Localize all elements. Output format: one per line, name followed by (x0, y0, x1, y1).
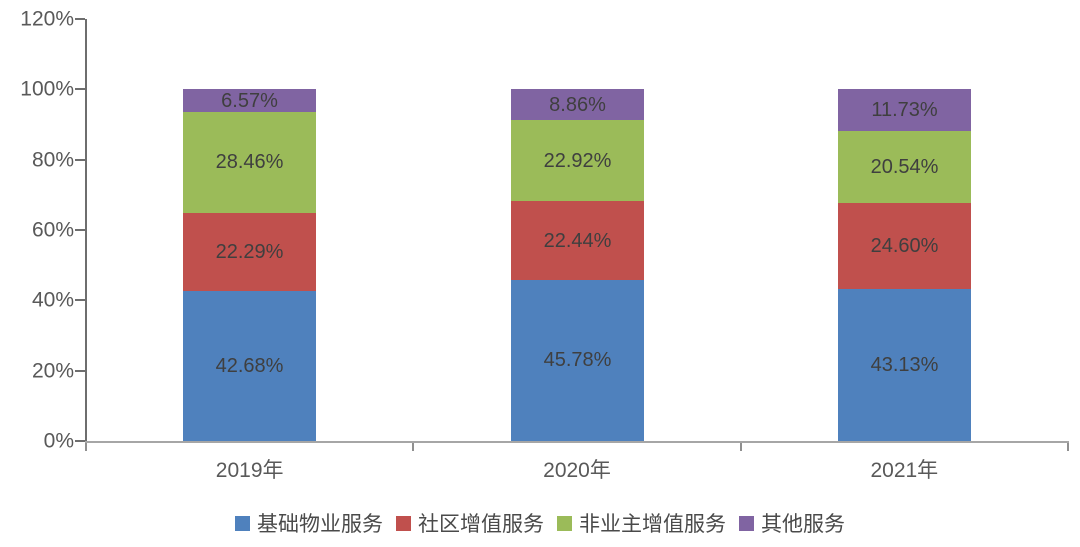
segment-其他服务[interactable]: 6.57% (183, 89, 316, 113)
legend-label: 其他服务 (761, 513, 845, 536)
segment-非业主增值服务[interactable]: 22.92% (511, 120, 644, 202)
segment-value-label: 42.68% (215, 354, 284, 377)
segment-其他服务[interactable]: 11.73% (838, 89, 971, 131)
legend-swatch-icon (235, 515, 250, 531)
segment-基础物业服务[interactable]: 43.13% (838, 289, 971, 441)
segment-value-label: 8.86% (549, 93, 606, 116)
segment-value-label: 22.92% (543, 149, 612, 172)
segment-value-label: 22.44% (543, 229, 612, 252)
y-axis-tick (75, 229, 85, 231)
segment-基础物业服务[interactable]: 45.78% (511, 280, 644, 441)
x-axis-tick (412, 443, 415, 451)
legend-swatch-icon (739, 515, 754, 531)
segment-value-label: 6.57% (221, 89, 278, 112)
y-axis-tick (75, 369, 85, 372)
segment-value-label: 45.78% (543, 349, 612, 372)
y-axis-tick (75, 88, 85, 91)
x-axis-tick (85, 443, 87, 451)
y-axis-tick-label: 20% (31, 359, 74, 383)
y-axis-line (85, 19, 87, 443)
legend-swatch-icon (557, 515, 572, 531)
y-axis-tick (75, 440, 85, 442)
legend-label: 社区增值服务 (418, 513, 544, 536)
y-axis-tick-label: 0% (43, 429, 74, 453)
y-axis-tick-label: 120% (20, 7, 74, 31)
legend-label: 基础物业服务 (257, 513, 383, 536)
segment-社区增值服务[interactable]: 22.29% (183, 212, 316, 291)
segment-value-label: 43.13% (870, 354, 939, 377)
segment-基础物业服务[interactable]: 42.68% (183, 290, 316, 441)
legend-item-社区增值服务[interactable]: 社区增值服务 (396, 508, 544, 538)
x-axis-tick (739, 443, 742, 451)
y-axis-tick (75, 299, 85, 302)
y-axis-tick (75, 18, 85, 20)
y-axis-tick-label: 80% (31, 148, 74, 172)
x-axis-tick (1067, 443, 1069, 451)
legend-swatch-icon (396, 515, 411, 531)
legend-label: 非业主增值服务 (579, 513, 726, 536)
segment-value-label: 20.54% (870, 155, 939, 178)
x-axis-category-label: 2020年 (543, 459, 611, 482)
segment-value-label: 24.60% (870, 235, 939, 258)
y-axis-tick (75, 158, 85, 161)
legend-item-其他服务[interactable]: 其他服务 (739, 508, 845, 538)
legend-item-非业主增值服务[interactable]: 非业主增值服务 (557, 508, 726, 538)
y-axis-tick-label: 100% (20, 77, 74, 101)
bar-2020年[interactable]: 45.78% 22.44% 22.92% 8.86% (511, 89, 644, 441)
segment-非业主增值服务[interactable]: 20.54% (838, 130, 971, 203)
legend-item-基础物业服务[interactable]: 基础物业服务 (235, 508, 383, 538)
segment-value-label: 11.73% (871, 98, 938, 121)
segment-value-label: 22.29% (215, 240, 284, 263)
segment-其他服务[interactable]: 8.86% (511, 89, 644, 121)
x-axis-line (85, 441, 1069, 443)
bar-2021年[interactable]: 43.13% 24.60% 20.54% 11.73% (838, 89, 971, 441)
segment-社区增值服务[interactable]: 24.60% (838, 202, 971, 290)
bar-2019年[interactable]: 42.68% 22.29% 28.46% 6.57% (183, 89, 316, 441)
segment-非业主增值服务[interactable]: 28.46% (183, 112, 316, 213)
y-axis-tick-label: 40% (31, 288, 74, 312)
x-axis-category-label: 2019年 (215, 459, 284, 482)
segment-value-label: 28.46% (215, 151, 284, 174)
x-axis-category-label: 2021年 (870, 459, 939, 482)
y-axis-tick-label: 60% (31, 218, 74, 242)
segment-社区增值服务[interactable]: 22.44% (511, 201, 644, 280)
legend: 基础物业服务 社区增值服务 非业主增值服务 其他服务 (0, 508, 1080, 538)
